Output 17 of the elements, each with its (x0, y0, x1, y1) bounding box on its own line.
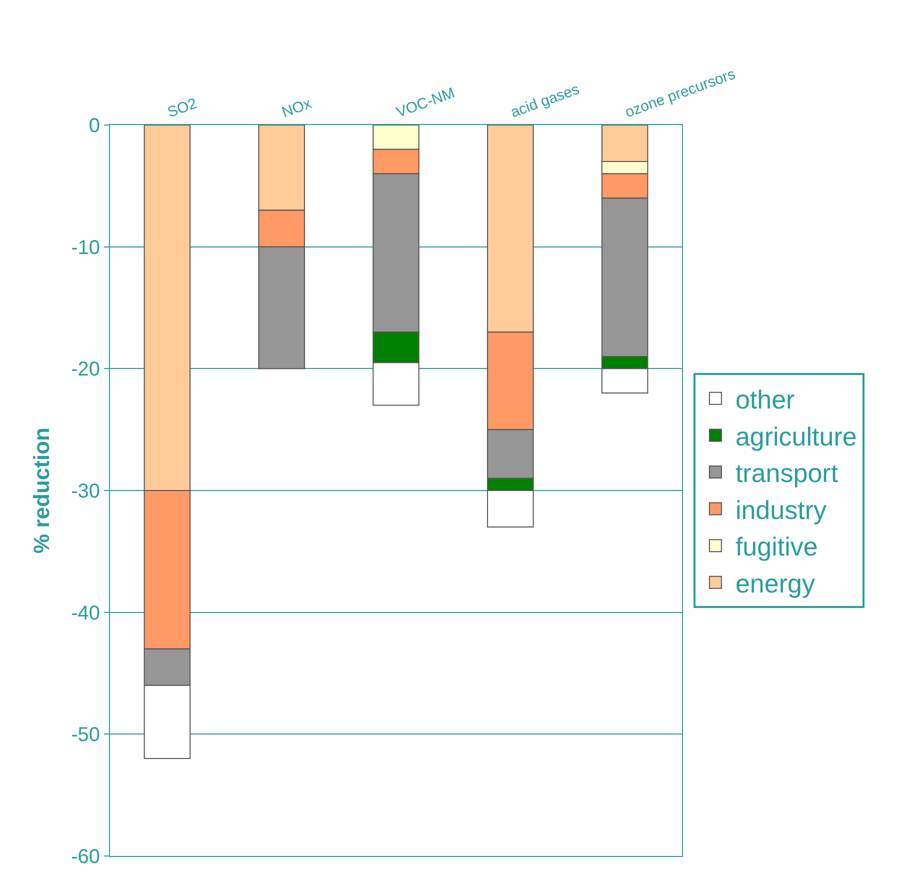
x-tick-label: SO2 (165, 95, 200, 122)
legend-label: other (735, 384, 796, 415)
y-tick-label: -60 (71, 846, 100, 868)
legend-label: energy (735, 568, 815, 599)
legend-label: transport (735, 458, 839, 488)
x-tick-label: acid gases (508, 80, 582, 122)
y-tick-label: -10 (71, 236, 100, 259)
legend-label: agriculture (735, 421, 857, 452)
y-tick-label: -40 (71, 602, 100, 624)
y-tick-label: 0 (88, 115, 100, 137)
y-axis-title: % reduction (28, 428, 54, 554)
y-tick-label: -20 (71, 358, 100, 381)
x-tick-label: NOx (280, 94, 314, 122)
legend-label: fugitive (735, 532, 818, 562)
legend-label: industry (735, 494, 826, 525)
y-tick-label: -50 (71, 724, 100, 746)
y-tick-label: -30 (71, 480, 100, 502)
